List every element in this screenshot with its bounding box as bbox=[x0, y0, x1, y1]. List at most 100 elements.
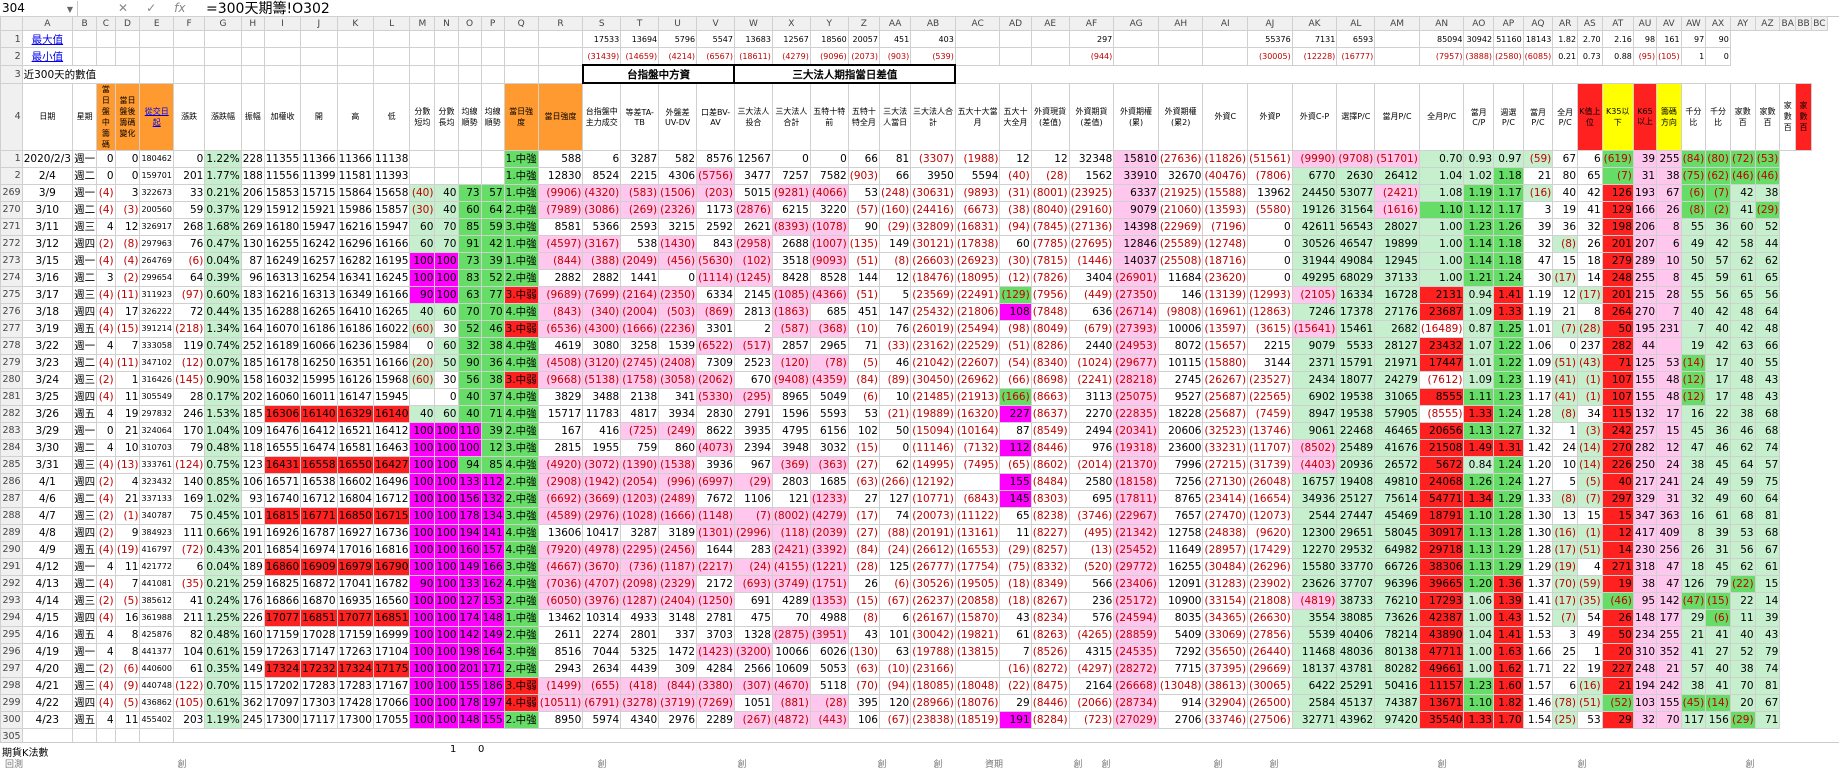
cell-i[interactable]: 17016 bbox=[336, 540, 374, 559]
cell-n[interactable] bbox=[480, 149, 505, 168]
cell-an[interactable]: 1.63 bbox=[1493, 642, 1524, 661]
cell-ab[interactable]: (75) bbox=[999, 557, 1032, 576]
cell-ae[interactable]: 6337 bbox=[1113, 183, 1159, 202]
cell-at[interactable] bbox=[1656, 336, 1682, 355]
cell-aw[interactable]: (29) bbox=[1729, 710, 1756, 729]
date-cell[interactable]: 3/26 bbox=[21, 404, 74, 423]
cell-l[interactable]: 100 bbox=[434, 285, 459, 304]
cell-ao[interactable]: 1.17 bbox=[1522, 387, 1554, 406]
cell-ar[interactable]: 198 bbox=[1601, 217, 1634, 236]
column-header[interactable]: G bbox=[204, 16, 242, 31]
cell-ap[interactable]: (51) bbox=[1552, 353, 1579, 372]
cell-av[interactable]: (80) bbox=[1705, 149, 1731, 168]
cell-v[interactable]: 8965 bbox=[771, 387, 811, 406]
cell-z[interactable]: (26237) bbox=[910, 591, 956, 610]
cell-aq[interactable]: (7) bbox=[1577, 489, 1603, 508]
cell-w[interactable]: 7582 bbox=[809, 166, 849, 185]
cell-am[interactable]: 1.33 bbox=[1463, 710, 1495, 729]
cell-r[interactable]: 2593 bbox=[620, 217, 660, 236]
sheet-tab[interactable] bbox=[616, 757, 644, 775]
cell-ag[interactable]: (18716) bbox=[1202, 251, 1249, 270]
cell-w[interactable]: (3392) bbox=[809, 540, 849, 559]
cell-e[interactable]: 0.75% bbox=[204, 455, 242, 474]
cell-l[interactable]: 100 bbox=[434, 642, 459, 661]
cell-aw[interactable]: 70 bbox=[1729, 676, 1756, 695]
cell-as[interactable]: 255 bbox=[1632, 268, 1658, 287]
cell-ad[interactable]: 2440 bbox=[1068, 336, 1115, 355]
cell-ao[interactable]: 47 bbox=[1522, 251, 1554, 270]
column-header[interactable]: AU bbox=[1632, 16, 1658, 31]
max-value[interactable]: 18143 bbox=[1522, 30, 1554, 48]
cell-c[interactable]: 333761 bbox=[139, 455, 174, 474]
cell-ag[interactable]: (13593) bbox=[1202, 200, 1249, 219]
column-header[interactable]: BB bbox=[1795, 16, 1812, 31]
cell-c[interactable]: 326222 bbox=[139, 302, 174, 321]
cell-b[interactable]: 7 bbox=[114, 336, 141, 355]
cell-at[interactable]: 255 bbox=[1656, 149, 1682, 168]
cell-z[interactable]: (30121) bbox=[910, 234, 956, 253]
cell-ah[interactable]: (26630) bbox=[1247, 608, 1293, 627]
cell-e[interactable]: 0.07% bbox=[204, 353, 242, 372]
cell-ac[interactable]: (8663) bbox=[1030, 387, 1070, 406]
cell-an[interactable]: 1.26 bbox=[1493, 217, 1524, 236]
cell-aw[interactable]: 64 bbox=[1729, 455, 1756, 474]
cell-i[interactable]: 11366 bbox=[336, 149, 374, 168]
cell-j[interactable]: 16140 bbox=[372, 404, 411, 423]
cell-b[interactable]: 12 bbox=[114, 217, 141, 236]
cell-b[interactable]: 3 bbox=[114, 183, 141, 202]
cell[interactable] bbox=[114, 47, 141, 66]
cell-n[interactable]: 162 bbox=[480, 574, 505, 593]
cell-at[interactable]: 8 bbox=[1656, 217, 1682, 236]
cell-t[interactable]: 843 bbox=[696, 234, 735, 253]
cell-v[interactable]: 3948 bbox=[771, 438, 811, 457]
cell-m[interactable]: 194 bbox=[457, 523, 482, 542]
weekday-cell[interactable]: 週四 bbox=[72, 472, 98, 491]
cell-j[interactable]: 15658 bbox=[372, 183, 411, 202]
sheet-tab[interactable]: 創 bbox=[737, 760, 747, 770]
cell-q[interactable]: (3976) bbox=[582, 591, 622, 610]
column-title[interactable]: 外資C-P bbox=[1291, 82, 1338, 151]
cell-ae[interactable]: (29677) bbox=[1113, 353, 1159, 372]
cell-ao[interactable]: 1.57 bbox=[1522, 676, 1554, 695]
cell-ad[interactable]: (723) bbox=[1068, 710, 1115, 729]
weekday-cell[interactable]: 週五 bbox=[72, 710, 98, 729]
cell-ab[interactable]: 191 bbox=[999, 710, 1032, 729]
cell-an[interactable]: 0.97 bbox=[1493, 149, 1524, 168]
cell-ae[interactable]: 15810 bbox=[1113, 149, 1159, 168]
max-value[interactable]: 403 bbox=[910, 30, 956, 48]
cell-g[interactable]: 16070 bbox=[263, 319, 302, 338]
cell-y[interactable]: 120 bbox=[878, 693, 912, 712]
cell-ai[interactable]: (2105) bbox=[1291, 285, 1338, 304]
cell-as[interactable]: 289 bbox=[1632, 251, 1658, 270]
cell-ae[interactable]: (18158) bbox=[1113, 472, 1159, 491]
cell-h[interactable]: 16909 bbox=[300, 557, 338, 576]
cell-u[interactable]: (3200) bbox=[733, 642, 773, 661]
cell-l[interactable] bbox=[434, 166, 459, 185]
cell-ap[interactable]: 19 bbox=[1552, 200, 1579, 219]
cell-ao[interactable]: (59) bbox=[1522, 149, 1554, 168]
cell-r[interactable]: (2054) bbox=[620, 472, 660, 491]
cell-at[interactable]: 6 bbox=[1656, 234, 1682, 253]
cell-c[interactable]: 391214 bbox=[139, 319, 174, 338]
max-value[interactable]: 1.82 bbox=[1552, 30, 1579, 48]
cell-t[interactable]: 4284 bbox=[696, 659, 735, 678]
column-header[interactable]: F bbox=[172, 16, 206, 31]
cell-ao[interactable]: 1.53 bbox=[1522, 625, 1554, 644]
sheet-tab[interactable] bbox=[1120, 757, 1148, 775]
cell-aa[interactable]: 5594 bbox=[954, 166, 1001, 185]
cell-ap[interactable]: 1 bbox=[1552, 421, 1579, 440]
cell-am[interactable]: 1.49 bbox=[1463, 438, 1495, 457]
cell-h[interactable]: 15921 bbox=[300, 200, 338, 219]
cell-ao[interactable]: 1.32 bbox=[1522, 421, 1554, 440]
cell-aw[interactable]: 52 bbox=[1729, 642, 1756, 661]
cell-b[interactable]: 21 bbox=[114, 421, 141, 440]
cell-ah[interactable]: (27856) bbox=[1247, 625, 1293, 644]
cell-ah[interactable]: (31739) bbox=[1247, 455, 1293, 474]
cell-l[interactable]: 100 bbox=[434, 608, 459, 627]
cell-h[interactable]: 16412 bbox=[300, 421, 338, 440]
cell-e[interactable]: 1.53% bbox=[204, 404, 242, 423]
cell-o[interactable]: 2.中強 bbox=[503, 472, 539, 491]
cell[interactable] bbox=[457, 64, 482, 84]
cell-j[interactable]: 16736 bbox=[372, 523, 411, 542]
cell-au[interactable]: 38 bbox=[1680, 455, 1707, 474]
